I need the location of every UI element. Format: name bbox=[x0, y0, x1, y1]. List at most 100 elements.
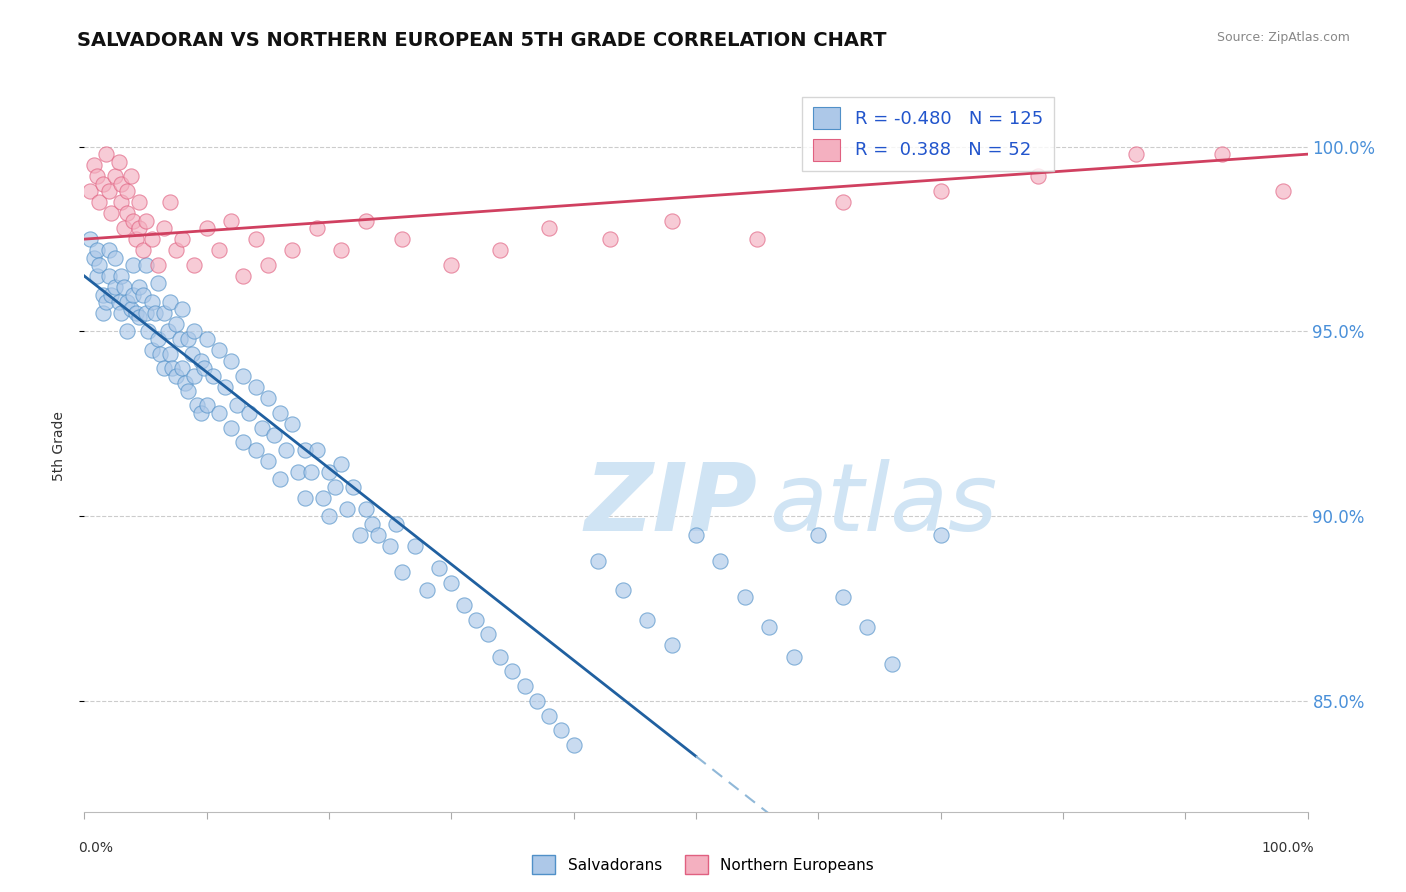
Point bbox=[219, 354, 242, 368]
Legend: Salvadorans, Northern Europeans: Salvadorans, Northern Europeans bbox=[526, 849, 880, 880]
Text: 0.0%: 0.0% bbox=[79, 841, 114, 855]
Point bbox=[132, 287, 155, 301]
Point bbox=[831, 195, 853, 210]
Point bbox=[83, 158, 105, 172]
Point bbox=[513, 679, 536, 693]
Point bbox=[172, 302, 194, 317]
Point bbox=[685, 527, 707, 541]
Point bbox=[526, 694, 548, 708]
Point bbox=[856, 620, 879, 634]
Point bbox=[193, 361, 215, 376]
Point bbox=[128, 280, 150, 294]
Point bbox=[294, 442, 316, 457]
Point bbox=[125, 232, 148, 246]
Point bbox=[489, 244, 512, 258]
Point bbox=[299, 465, 322, 479]
Point bbox=[169, 332, 191, 346]
Point bbox=[287, 465, 309, 479]
Point bbox=[226, 398, 249, 412]
Point bbox=[281, 417, 304, 431]
Point bbox=[208, 343, 231, 357]
Point bbox=[91, 287, 114, 301]
Point bbox=[172, 361, 194, 376]
Point bbox=[110, 177, 132, 191]
Point bbox=[186, 398, 208, 412]
Point bbox=[143, 306, 166, 320]
Point bbox=[385, 516, 408, 531]
Point bbox=[159, 294, 181, 309]
Point bbox=[97, 244, 120, 258]
Point bbox=[416, 583, 439, 598]
Point bbox=[305, 221, 328, 235]
Point bbox=[141, 343, 163, 357]
Point bbox=[214, 380, 236, 394]
Point bbox=[208, 244, 231, 258]
Point bbox=[232, 368, 254, 383]
Point bbox=[153, 221, 176, 235]
Point bbox=[132, 244, 155, 258]
Legend: R = -0.480   N = 125, R =  0.388   N = 52: R = -0.480 N = 125, R = 0.388 N = 52 bbox=[803, 96, 1054, 171]
Point bbox=[276, 442, 298, 457]
Point bbox=[83, 251, 105, 265]
Point bbox=[146, 332, 169, 346]
Point bbox=[97, 184, 120, 198]
Point bbox=[110, 306, 132, 320]
Point bbox=[97, 268, 120, 283]
Point bbox=[136, 325, 159, 339]
Point bbox=[257, 454, 280, 468]
Point bbox=[238, 406, 260, 420]
Point bbox=[831, 591, 853, 605]
Point bbox=[219, 213, 242, 227]
Point bbox=[349, 527, 371, 541]
Point bbox=[177, 332, 200, 346]
Point bbox=[550, 723, 572, 738]
Point bbox=[599, 232, 621, 246]
Point bbox=[342, 480, 364, 494]
Point bbox=[636, 613, 658, 627]
Point bbox=[263, 428, 285, 442]
Point bbox=[880, 657, 903, 671]
Point bbox=[190, 406, 212, 420]
Point bbox=[115, 325, 138, 339]
Point bbox=[929, 527, 952, 541]
Point bbox=[195, 398, 218, 412]
Point bbox=[294, 491, 316, 505]
Point bbox=[201, 368, 224, 383]
Point bbox=[115, 184, 138, 198]
Point bbox=[135, 258, 157, 272]
Point bbox=[404, 539, 426, 553]
Point bbox=[464, 613, 486, 627]
Point bbox=[1211, 147, 1233, 161]
Point bbox=[538, 221, 561, 235]
Point bbox=[86, 244, 108, 258]
Point bbox=[245, 232, 267, 246]
Point bbox=[91, 177, 114, 191]
Point bbox=[96, 294, 118, 309]
Point bbox=[156, 325, 179, 339]
Point bbox=[323, 480, 346, 494]
Point bbox=[380, 539, 402, 553]
Point bbox=[135, 213, 157, 227]
Point bbox=[489, 649, 512, 664]
Point bbox=[354, 213, 377, 227]
Point bbox=[159, 346, 181, 360]
Point bbox=[219, 420, 242, 434]
Point bbox=[232, 435, 254, 450]
Point bbox=[783, 649, 806, 664]
Point bbox=[305, 442, 328, 457]
Point bbox=[477, 627, 499, 641]
Point bbox=[807, 527, 830, 541]
Point bbox=[162, 361, 184, 376]
Text: Source: ZipAtlas.com: Source: ZipAtlas.com bbox=[1216, 31, 1350, 45]
Point bbox=[330, 244, 353, 258]
Point bbox=[104, 251, 127, 265]
Point bbox=[165, 317, 187, 331]
Point bbox=[336, 501, 359, 516]
Point bbox=[172, 232, 194, 246]
Point bbox=[183, 258, 205, 272]
Point bbox=[112, 221, 135, 235]
Point bbox=[538, 708, 561, 723]
Point bbox=[612, 583, 634, 598]
Point bbox=[149, 346, 172, 360]
Point bbox=[440, 258, 463, 272]
